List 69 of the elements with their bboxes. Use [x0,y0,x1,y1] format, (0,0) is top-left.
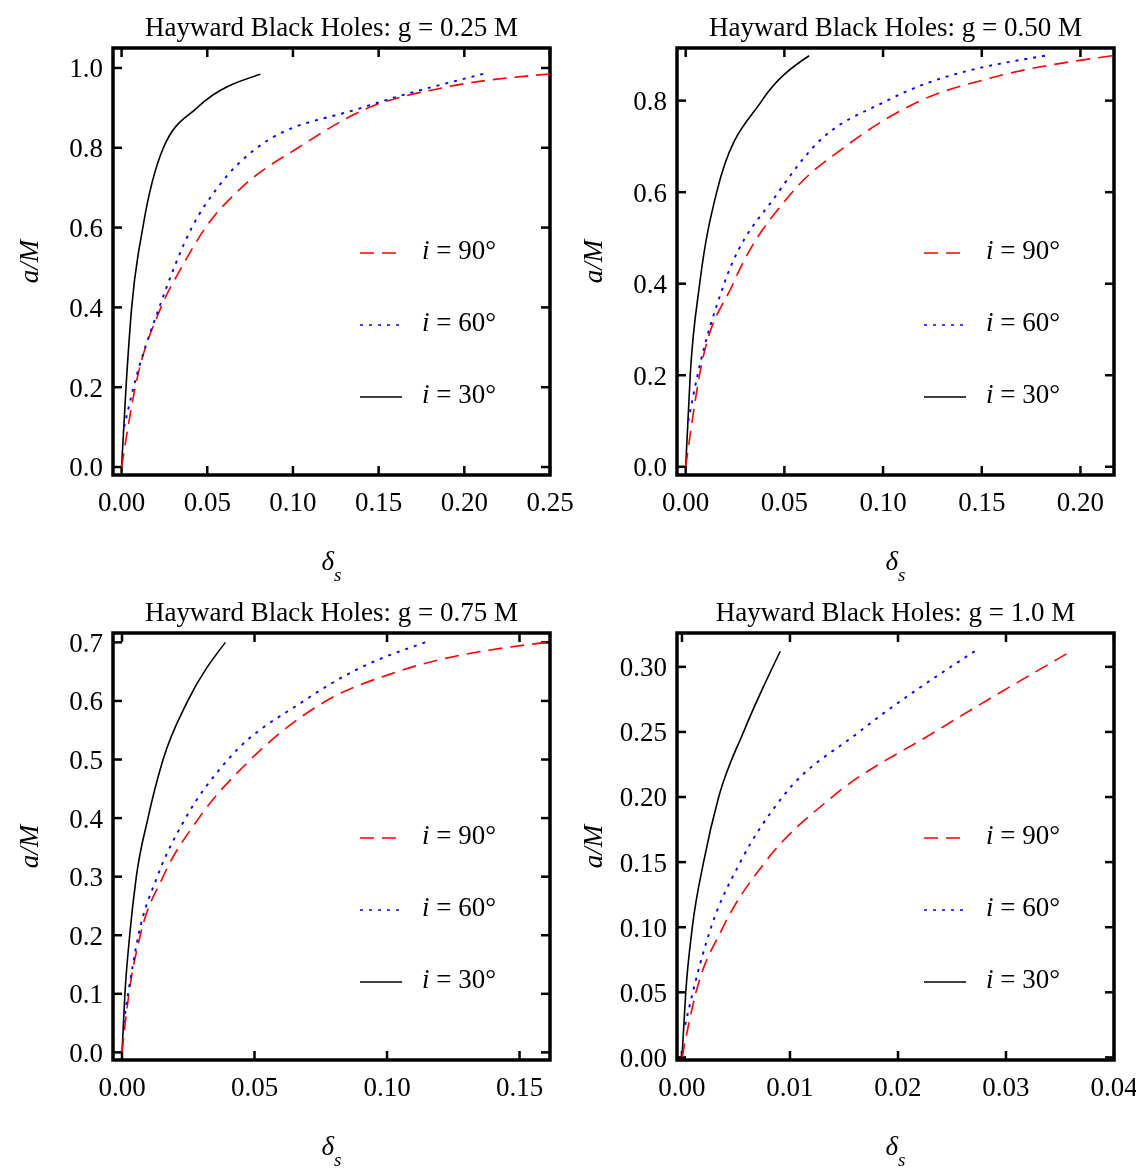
y-tick-label: 0.3 [69,862,103,893]
y-tick-label: 0.7 [69,627,103,658]
legend-label: i = 60° [422,892,497,923]
chart-title: Hayward Black Holes: g = 0.25 M [145,12,518,42]
x-tick-label: 0.05 [183,487,231,517]
y-tick-label: 0.25 [619,717,667,748]
x-tick-label: 0.15 [958,487,1006,517]
y-tick-label: 0.4 [69,803,104,834]
y-axis-title: a/M [14,823,44,869]
y-tick-label: 0.6 [69,686,103,717]
legend-label: i = 30° [986,379,1061,410]
x-axis-title: δ$_{s}$ [885,1131,906,1170]
x-tick-label: 0.20 [440,487,488,517]
x-tick-label: 0.00 [97,487,146,517]
chart-title: Hayward Black Holes: g = 0.50 M [709,12,1082,42]
y-tick-label: 0.00 [619,1042,667,1073]
x-tick-label: 0.01 [766,1072,814,1102]
x-tick-label: 0.05 [760,487,808,517]
y-tick-label: 0.2 [69,920,103,951]
y-tick-label: 1.0 [69,53,103,84]
legend-label: i = 90° [986,235,1061,266]
y-tick-label: 0.8 [69,133,103,164]
x-axis-title: δ$_{s}$ [321,1131,342,1170]
y-axis-title: a/M [578,238,608,284]
legend-label: i = 60° [986,892,1061,923]
x-tick-label: 0.20 [1056,487,1105,517]
legend-label: i = 90° [986,820,1061,851]
legend-label: i = 90° [422,235,497,266]
y-tick-label: 0.6 [633,177,667,208]
x-tick-label: 0.00 [98,1072,146,1102]
legend-label: i = 60° [422,307,497,338]
x-tick-label: 0.25 [526,487,574,517]
y-tick-label: 0.0 [69,1037,103,1068]
legend-label: i = 60° [986,307,1061,338]
y-tick-label: 0.2 [69,372,103,403]
x-tick-label: 0.10 [363,1072,411,1102]
x-axis-title: δ$_{s}$ [885,546,906,585]
y-tick-label: 0.20 [619,782,667,813]
legend-label: i = 30° [986,964,1061,995]
y-tick-label: 0.0 [633,452,667,483]
x-axis-title: δ$_{s}$ [321,546,342,585]
x-tick-label: 0.05 [230,1072,279,1102]
x-tick-label: 0.15 [495,1072,544,1102]
chart-title: Hayward Black Holes: g = 0.75 M [145,597,518,627]
y-tick-label: 0.2 [633,360,667,391]
x-tick-label: 0.15 [355,487,403,517]
y-tick-label: 0.10 [619,912,667,943]
y-tick-label: 0.4 [69,292,104,323]
y-tick-label: 0.6 [69,213,103,244]
x-tick-label: 0.00 [658,1072,706,1102]
y-axis-title: a/M [14,238,44,284]
y-tick-label: 0.1 [69,979,103,1010]
y-tick-label: 0.8 [633,86,667,117]
chart-title: Hayward Black Holes: g = 1.0 M [715,597,1076,627]
x-tick-label: 0.03 [982,1072,1030,1102]
legend-label: i = 90° [422,820,497,851]
x-tick-label: 0.00 [662,487,710,517]
y-axis-title: a/M [578,823,608,869]
y-tick-label: 0.5 [69,744,103,775]
x-tick-label: 0.10 [269,487,317,517]
y-tick-label: 0.15 [619,847,667,878]
y-tick-label: 0.30 [619,652,667,683]
x-tick-label: 0.02 [874,1072,922,1102]
y-tick-label: 0.05 [619,977,667,1008]
legend-label: i = 30° [422,379,497,410]
y-tick-label: 0.4 [633,269,668,300]
x-tick-label: 0.10 [859,487,907,517]
legend-label: i = 30° [422,964,497,995]
y-tick-label: 0.0 [69,452,103,483]
